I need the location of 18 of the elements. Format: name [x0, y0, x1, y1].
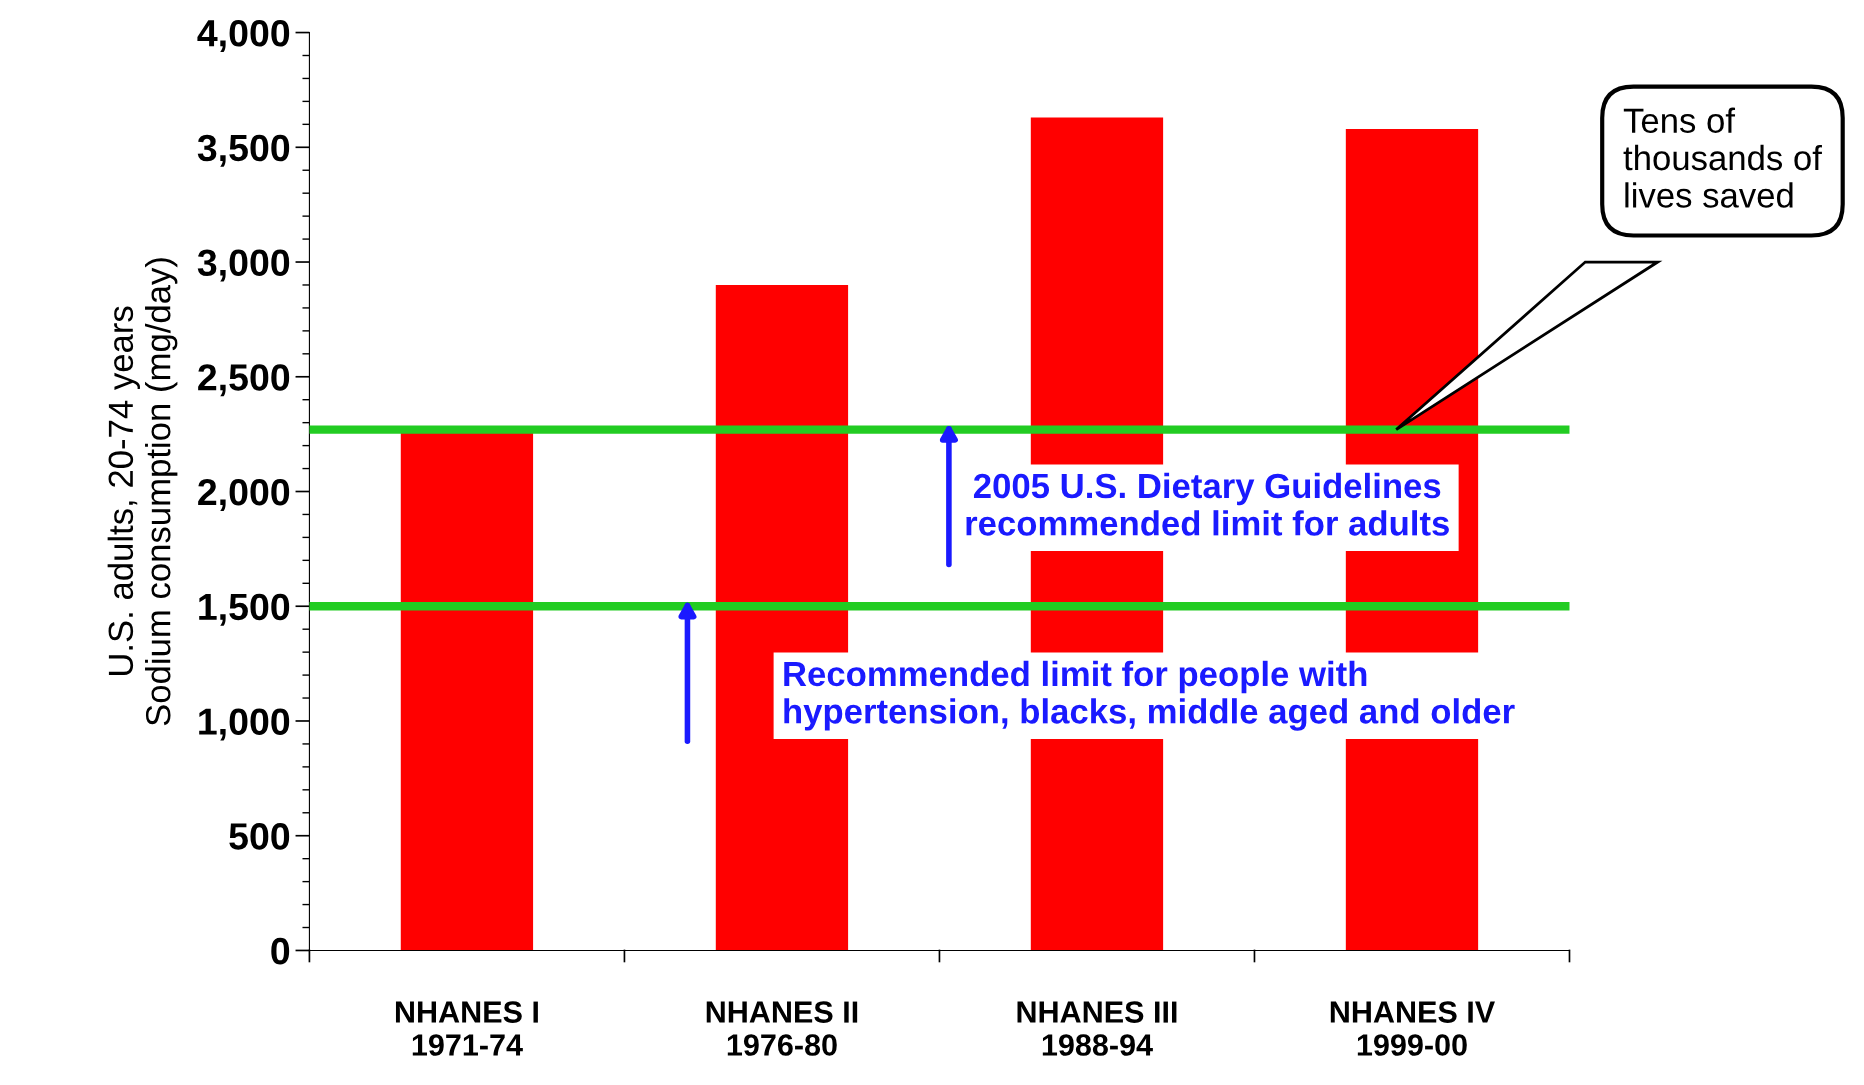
- y-axis-title: U.S. adults, 20-74 years Sodium consumption (mg/day): [107, 258, 178, 726]
- y-tick-label: 1,500: [199, 593, 290, 626]
- y-tick-label: 2,500: [198, 364, 290, 397]
- y-tick-label: 3,000: [197, 249, 290, 282]
- y-tick-label: 4,000: [197, 19, 290, 52]
- y-tick-label: 1,000: [199, 708, 290, 741]
- bar: [400, 431, 534, 951]
- text: Tens of thousands of lives saved: [1623, 107, 1822, 208]
- y-tick-label: 0: [271, 937, 290, 965]
- x-tick-label: NHANES III 1988-94: [1017, 1001, 1177, 1056]
- y-tick-label: 3,500: [197, 134, 290, 167]
- y-tick-label: 500: [229, 823, 290, 850]
- ref-line-label: Recommended limit for people with hypertension, blacks, middle aged and older: [784, 660, 1515, 731]
- ref-line-label: 2005 U.S. Dietary Guidelines recommended limit for adults: [966, 472, 1449, 536]
- x-tick-label: NHANES I 1971-74: [395, 1001, 538, 1056]
- y-tick-label: 2,000: [198, 478, 290, 511]
- x-tick-label: NHANES II 1976-80: [706, 1001, 858, 1056]
- x-tick-label: NHANES IV 1999-00: [1330, 1001, 1495, 1056]
